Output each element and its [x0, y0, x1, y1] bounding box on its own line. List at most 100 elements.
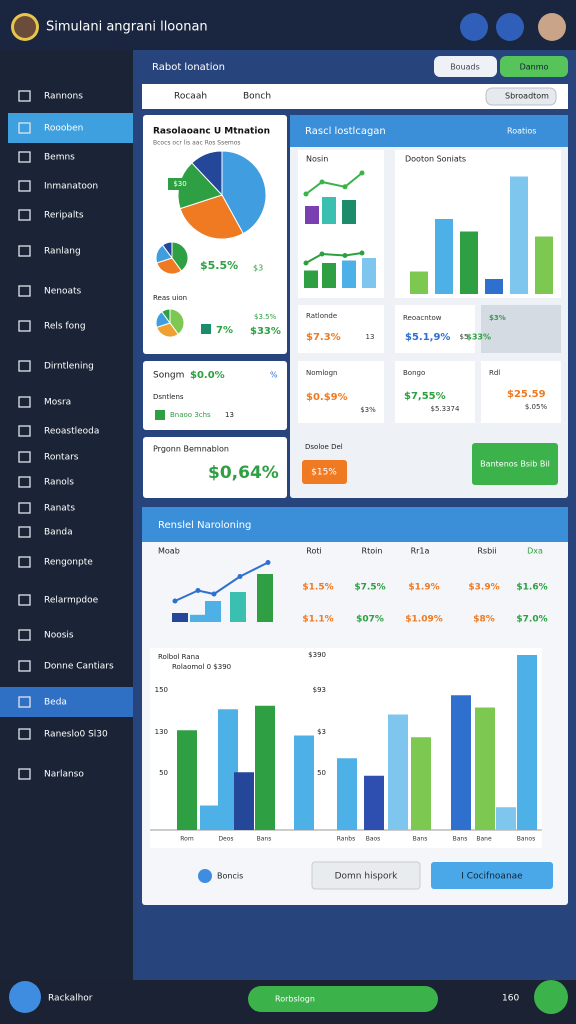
menu-icon — [18, 396, 31, 408]
label: Bans — [453, 836, 468, 843]
label: 13 — [366, 333, 375, 341]
bar — [177, 730, 197, 830]
label: I Cocifnoanae — [461, 872, 523, 882]
tag — [168, 178, 192, 190]
button[interactable] — [472, 443, 558, 485]
label: $15% — [311, 468, 337, 478]
menu-icon — [18, 122, 31, 134]
bar — [304, 270, 318, 288]
pie-slice — [221, 150, 267, 235]
label: $0.$9% — [306, 392, 348, 403]
menu-icon — [18, 594, 31, 606]
label: $5.1,9% — [405, 332, 450, 343]
label: Sbroadtom — [505, 92, 549, 101]
pie-slice — [191, 150, 223, 197]
point — [211, 591, 217, 597]
pie-slice — [171, 241, 189, 272]
swatch — [155, 410, 165, 420]
button[interactable] — [434, 56, 497, 77]
label: $7.5% — [354, 583, 385, 593]
label: $3% — [360, 406, 376, 414]
label: Reoacntow — [403, 314, 442, 322]
label: Dxa — [527, 547, 543, 556]
menu-icon — [18, 151, 31, 163]
label: $7.3% — [306, 332, 341, 343]
select[interactable] — [485, 87, 557, 106]
label: 50 — [317, 769, 326, 777]
avatar-face — [14, 16, 36, 38]
active-item — [0, 687, 133, 717]
legend-dot — [198, 869, 212, 883]
label: $5.3374 — [431, 405, 460, 413]
label: Rr1a — [411, 547, 430, 556]
label: Domn hispork — [335, 872, 399, 882]
label: Nomlogn — [306, 369, 337, 377]
profile-button[interactable] — [538, 13, 566, 41]
pie-slice — [161, 241, 173, 260]
bar — [257, 574, 273, 622]
bar — [172, 613, 188, 622]
button[interactable] — [500, 56, 568, 77]
label: Rolaomol 0 $390 — [172, 663, 231, 671]
label: Dsoloe Del — [305, 443, 343, 451]
bar — [510, 176, 528, 294]
bar — [411, 737, 431, 830]
label: $3 — [253, 264, 263, 273]
label: Rabot lonation — [152, 62, 225, 73]
label: Bonch — [243, 92, 271, 102]
tile — [395, 361, 475, 423]
point — [319, 251, 325, 257]
bar — [305, 206, 319, 224]
bar — [451, 695, 471, 830]
menu-icon — [18, 629, 31, 641]
bar — [322, 263, 336, 288]
label: Ranats — [44, 504, 75, 514]
label: Bouads — [450, 63, 480, 72]
home-button[interactable] — [460, 13, 488, 41]
label: 50 — [159, 769, 168, 777]
line — [305, 252, 363, 264]
pie-slice — [179, 194, 244, 240]
label: Rackalhor — [48, 994, 93, 1004]
menu-icon — [18, 360, 31, 372]
add-button[interactable] — [9, 981, 41, 1013]
label: $0,64% — [208, 463, 279, 483]
line — [305, 172, 363, 195]
bar — [322, 197, 336, 224]
label: Danmo — [520, 63, 549, 72]
bar — [388, 714, 408, 830]
bar — [496, 807, 516, 830]
label: Rtoin — [362, 547, 383, 556]
label: Rels fong — [44, 322, 86, 332]
chat-button[interactable] — [534, 980, 568, 1014]
bar — [364, 775, 384, 830]
label: Inmanatoon — [44, 182, 98, 192]
label: % — [270, 371, 278, 380]
label: Rolbol Rana — [158, 653, 199, 661]
menu-icon — [18, 476, 31, 488]
menu-icon — [18, 502, 31, 514]
panel-header — [142, 507, 568, 542]
menu-icon — [18, 320, 31, 332]
label: Narlanso — [44, 770, 84, 780]
label: Raneslo0 Sl30 — [44, 730, 108, 740]
active-item — [8, 113, 133, 143]
search-button[interactable] — [496, 13, 524, 41]
bar — [205, 601, 221, 622]
button[interactable] — [311, 861, 421, 890]
swatch — [201, 324, 211, 334]
button[interactable] — [431, 862, 553, 889]
label: $33% — [250, 326, 281, 337]
search-pill[interactable] — [248, 986, 438, 1012]
label: Bemns — [44, 153, 75, 163]
point — [342, 184, 348, 190]
label: Mosra — [44, 398, 71, 408]
bar — [200, 805, 220, 830]
badge — [302, 460, 347, 484]
tile — [395, 305, 475, 353]
label: $3.9% — [468, 583, 499, 593]
point — [237, 574, 243, 579]
card — [143, 437, 287, 498]
menu-icon — [18, 425, 31, 437]
